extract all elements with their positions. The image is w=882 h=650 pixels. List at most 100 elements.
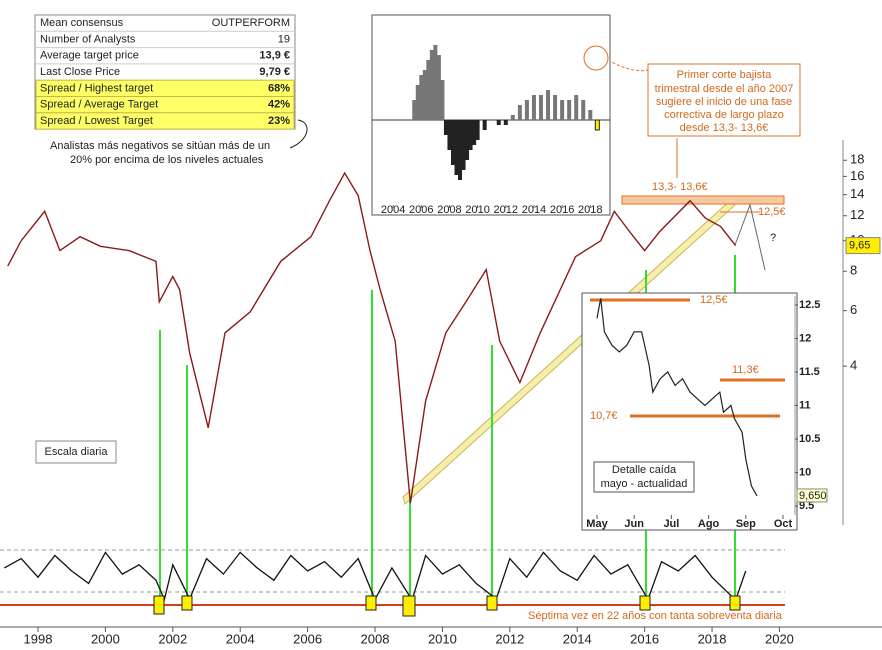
x-tick-label: 2020 (765, 631, 794, 646)
y-tick-label: 12.5 (799, 299, 820, 311)
x-tick-label: 2000 (91, 631, 120, 646)
level-label: 10,7€ (590, 410, 618, 422)
table-cell: 9,79 € (259, 66, 290, 78)
highlight-circle (583, 45, 609, 71)
table-cell: 13,9 € (259, 50, 290, 62)
level-label: 12,5€ (700, 294, 728, 306)
bar (440, 80, 445, 120)
note-line: sugiere el inicio de una fase (656, 96, 792, 108)
price-line (7, 171, 737, 504)
note-line: desde 13,3- 13,6€ (680, 122, 769, 134)
bar (468, 120, 473, 150)
x-tick-label: Sep (736, 518, 756, 530)
y-tick-label: 10 (799, 466, 811, 478)
oversold-note: Séptima vez en 22 años con tanta sobreve… (528, 610, 783, 622)
bar (546, 90, 551, 120)
x-tick-label: 2002 (158, 631, 187, 646)
level-label: 12,5€ (758, 206, 786, 218)
bar (465, 120, 470, 160)
bar (450, 120, 455, 165)
table-cell: Spread / Highest target (40, 82, 153, 94)
last-price-box (845, 237, 881, 255)
table-cell: 19 (278, 33, 290, 45)
bar (496, 120, 501, 125)
y-tick-label: 8 (850, 263, 857, 278)
oscillator-line (3, 551, 747, 602)
bar (422, 70, 427, 120)
question: ? (770, 232, 776, 244)
bar (581, 100, 586, 120)
bar (472, 120, 477, 145)
scale-box (35, 440, 117, 464)
x-tick-label: Ago (698, 518, 720, 530)
table-cell: Average target price (40, 50, 139, 62)
bar (567, 100, 572, 120)
table-row (35, 112, 295, 130)
y-tick-label: 14 (850, 186, 864, 201)
bar (436, 55, 441, 120)
note: Primer corte bajista trimestral desde el… (655, 69, 794, 134)
bar (447, 120, 452, 150)
bar (426, 60, 431, 120)
level-label: 11,3€ (732, 364, 759, 376)
bar (524, 100, 529, 120)
y-tick-label: 9.5 (799, 500, 814, 512)
x-tick-label: 2006 (293, 631, 322, 646)
x-tick-label: 2010 (465, 204, 489, 216)
bar (433, 45, 438, 120)
bar (461, 120, 466, 170)
x-tick-label: 2012 (495, 631, 524, 646)
y-tick-label: 11 (799, 399, 811, 411)
bar (574, 95, 579, 120)
bar (429, 50, 434, 120)
table-cell: Last Close Price (40, 66, 120, 78)
projection (734, 203, 766, 271)
x-tick-label: 2014 (563, 631, 592, 646)
x-tick-label: 2014 (522, 204, 546, 216)
bar (454, 120, 459, 175)
table-cell: 68% (268, 82, 290, 94)
y-tick-label: 16 (850, 168, 864, 183)
bar (538, 95, 543, 120)
scale-label: Escala diaria (45, 446, 109, 458)
table-cell: OUTPERFORM (212, 17, 290, 29)
y-tick-label: 4 (850, 358, 857, 373)
analysts-note: 20% por encima de los niveles actuales (70, 154, 264, 166)
x-tick-label: 2008 (437, 204, 461, 216)
table-cell: Spread / Average Target (40, 99, 158, 111)
bar (415, 85, 420, 120)
bar (458, 120, 463, 180)
bar (531, 95, 536, 120)
y-tick-label: 11.5 (799, 366, 820, 378)
detail-label: Detalle caída (612, 464, 677, 476)
bar (482, 120, 487, 130)
note-line: trimestral desde el año 2007 (655, 83, 794, 95)
analysts-note: Analistas más negativos se sitúan más de… (50, 140, 270, 152)
bar (419, 75, 424, 120)
arrow (289, 119, 308, 149)
y-tick-label: 6 (850, 302, 857, 317)
connector (607, 59, 649, 72)
x-tick-label: 2018 (698, 631, 727, 646)
detail-box (593, 461, 695, 493)
note-line: correctiva de largo plazo (664, 109, 784, 121)
bar (553, 95, 558, 120)
range-label: 13,3- 13,6€ (652, 181, 708, 193)
last-price-box (796, 488, 828, 503)
y-tick-label: 18 (850, 152, 864, 167)
x-tick-label: 2004 (381, 204, 405, 216)
table-cell: 42% (268, 99, 290, 111)
bar (510, 115, 515, 120)
x-tick-label: 2016 (630, 631, 659, 646)
note-box (647, 63, 801, 137)
last-price: 9,650 (799, 490, 827, 502)
x-tick-label: May (586, 518, 608, 530)
detail-label: mayo - actualidad (601, 478, 688, 490)
bar (594, 119, 600, 131)
y-tick-label: 12 (799, 332, 811, 344)
note-line: Primer corte bajista (677, 69, 773, 81)
x-tick-label: 2006 (409, 204, 433, 216)
x-tick-label: 2016 (550, 204, 574, 216)
x-tick-label: 2004 (226, 631, 255, 646)
